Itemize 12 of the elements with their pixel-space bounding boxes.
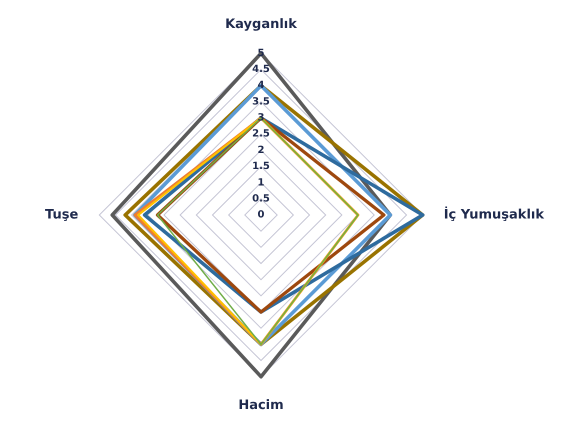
y-tick-label: 2.5 <box>252 128 270 140</box>
y-tick-label: 0 <box>258 210 265 221</box>
y-tick-label: 3.5 <box>252 96 270 108</box>
spoke-label: Kayganlık <box>225 16 298 32</box>
y-tick-label: 2 <box>258 144 265 156</box>
spoke-label: İç Yumuşaklık <box>444 205 544 222</box>
y-tick-label: 1 <box>258 177 265 188</box>
spoke-label: Tuşe <box>45 207 78 222</box>
y-tick-label: 0.5 <box>252 193 270 204</box>
spoke-label: Hacim <box>238 398 284 413</box>
y-tick-label: 4.5 <box>252 64 270 76</box>
y-tick-label: 1.5 <box>252 161 270 172</box>
